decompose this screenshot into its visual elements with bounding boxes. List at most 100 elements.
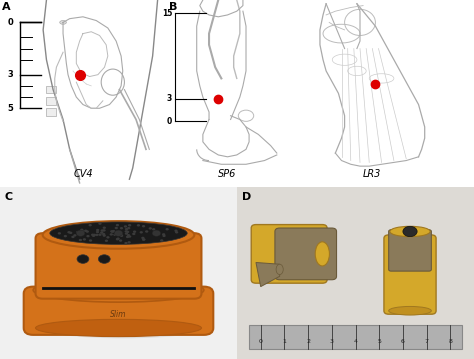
Text: D: D [242,192,251,202]
Circle shape [162,233,165,236]
Circle shape [116,224,119,226]
Bar [249,325,462,349]
Circle shape [175,231,178,233]
Circle shape [152,230,161,236]
Text: 6: 6 [401,339,405,344]
Circle shape [112,230,115,232]
Circle shape [120,234,123,237]
Text: B: B [169,2,177,12]
Circle shape [98,223,101,225]
Ellipse shape [50,222,187,244]
Circle shape [152,228,155,230]
Circle shape [82,230,85,233]
Ellipse shape [389,307,431,315]
Circle shape [125,232,128,235]
Circle shape [117,233,120,236]
Text: 7: 7 [425,339,428,344]
Circle shape [76,231,79,233]
Circle shape [124,225,127,228]
Circle shape [102,234,106,237]
Text: 3: 3 [167,94,172,103]
Bar [46,97,56,104]
Text: 0: 0 [167,117,172,126]
Circle shape [128,241,131,243]
Circle shape [111,230,114,233]
Text: 3: 3 [330,339,334,344]
FancyBboxPatch shape [36,233,201,299]
Ellipse shape [40,318,206,338]
Circle shape [96,231,99,233]
Circle shape [120,227,123,229]
Circle shape [102,229,106,232]
Text: 3: 3 [8,70,13,79]
Circle shape [89,224,92,227]
Circle shape [95,234,99,236]
Circle shape [125,230,128,233]
Circle shape [109,233,113,236]
FancyBboxPatch shape [389,230,431,271]
Circle shape [106,236,109,239]
Text: C: C [5,192,13,202]
Ellipse shape [43,221,194,249]
Circle shape [160,239,164,242]
Circle shape [126,236,129,238]
Circle shape [163,235,166,237]
FancyBboxPatch shape [24,286,213,335]
Text: LR3: LR3 [363,169,382,179]
Circle shape [91,234,94,236]
Circle shape [99,255,110,264]
Text: SP6: SP6 [219,169,237,179]
Circle shape [80,229,83,231]
Circle shape [73,234,77,237]
Text: A: A [1,2,10,12]
Circle shape [114,230,123,236]
Ellipse shape [60,20,66,24]
Text: 8: 8 [448,339,452,344]
Circle shape [58,232,61,234]
Circle shape [100,232,103,234]
Circle shape [132,233,136,235]
Text: 0: 0 [259,339,263,344]
Circle shape [128,224,131,227]
Circle shape [105,239,108,242]
FancyBboxPatch shape [251,225,327,283]
Circle shape [141,237,145,239]
Circle shape [142,225,145,227]
Circle shape [83,238,86,241]
Circle shape [126,230,129,233]
Circle shape [92,234,95,237]
Circle shape [98,233,101,236]
Circle shape [76,230,85,236]
Circle shape [165,228,169,230]
Circle shape [96,229,100,231]
FancyBboxPatch shape [275,228,337,280]
Circle shape [69,232,73,234]
Polygon shape [256,262,280,286]
Ellipse shape [315,242,329,266]
Bar [46,86,56,93]
Circle shape [119,239,122,242]
Circle shape [403,226,417,237]
Circle shape [102,233,105,236]
Circle shape [113,234,117,236]
Text: Slim: Slim [110,310,127,319]
Circle shape [133,230,136,233]
Text: 2: 2 [306,339,310,344]
Circle shape [100,229,104,232]
Circle shape [127,234,130,237]
Circle shape [71,236,74,238]
Circle shape [149,227,152,230]
Circle shape [124,242,128,244]
Circle shape [116,238,119,241]
Circle shape [117,237,120,240]
Circle shape [64,235,67,237]
Text: 0: 0 [8,18,13,27]
Circle shape [93,234,96,236]
Text: 4: 4 [354,339,357,344]
Circle shape [89,239,92,242]
Text: CV4: CV4 [73,169,93,179]
Circle shape [128,236,131,238]
Circle shape [103,227,106,229]
Circle shape [86,230,89,233]
Circle shape [174,229,178,232]
